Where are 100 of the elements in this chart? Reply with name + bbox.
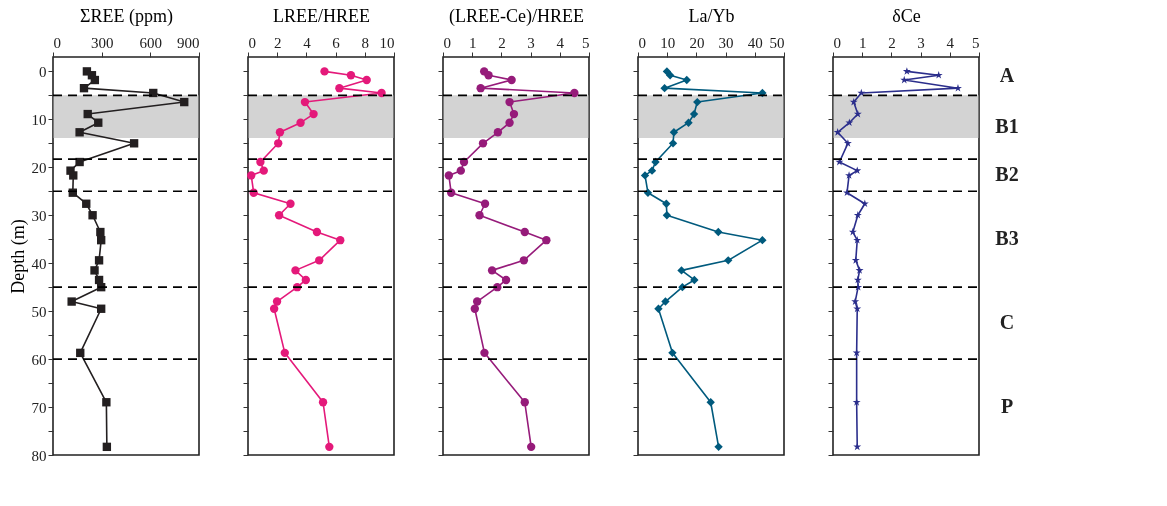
point	[660, 83, 669, 93]
point	[684, 118, 693, 127]
point	[320, 67, 329, 76]
point	[286, 199, 295, 208]
x-tick-label: 5	[582, 34, 590, 51]
text: P	[1000, 395, 1014, 418]
point	[280, 348, 289, 358]
point	[520, 227, 529, 237]
point	[714, 227, 723, 237]
point	[853, 211, 862, 219]
point	[833, 128, 842, 136]
point	[269, 304, 279, 313]
point	[301, 275, 310, 285]
point	[849, 97, 858, 106]
x-tick-label: 20	[689, 34, 705, 51]
point	[509, 109, 519, 119]
point	[444, 171, 454, 180]
point	[346, 71, 356, 80]
x-tick-label: 0	[53, 34, 61, 51]
point	[954, 83, 962, 92]
point	[300, 97, 310, 107]
x-tick-label: 2	[498, 34, 506, 51]
point	[335, 83, 344, 93]
point	[476, 83, 485, 93]
x-tick-label: 0	[833, 34, 841, 51]
point	[661, 297, 670, 306]
point	[853, 235, 862, 244]
point	[274, 139, 283, 148]
point	[640, 171, 650, 180]
point	[647, 166, 657, 175]
x-tick-label: 10	[660, 34, 676, 51]
point	[256, 157, 265, 167]
point	[362, 75, 371, 85]
point	[855, 266, 864, 274]
x-tick-label: 3	[917, 34, 925, 51]
point	[275, 128, 285, 137]
x-tick-label: 0	[638, 34, 646, 51]
x-tick-label: 900	[177, 34, 200, 51]
point	[505, 97, 514, 107]
point	[318, 398, 328, 407]
x-tick-label: 40	[747, 34, 763, 51]
point	[527, 442, 536, 452]
point	[470, 304, 480, 313]
x-tick-label: 600	[139, 34, 163, 51]
y-tick-label: 0	[39, 63, 47, 80]
point	[325, 442, 334, 452]
x-tick-label: 3	[527, 34, 535, 51]
point	[507, 75, 516, 85]
text: B1	[995, 115, 1019, 138]
point	[493, 128, 503, 137]
point	[843, 139, 852, 147]
point	[860, 199, 869, 208]
y-tick-label: 70	[31, 399, 47, 416]
y-tick-label: 10	[31, 111, 47, 128]
point	[505, 118, 514, 127]
point	[480, 199, 490, 208]
point	[682, 75, 691, 85]
point	[845, 118, 854, 127]
point	[480, 348, 489, 358]
x-tick-label: 0	[443, 34, 451, 51]
point	[662, 199, 671, 208]
point	[693, 97, 702, 107]
text: A	[999, 64, 1015, 87]
y-tick-label: 30	[31, 207, 47, 224]
point	[669, 128, 679, 137]
point	[377, 88, 386, 98]
point	[853, 275, 862, 284]
point	[296, 118, 305, 127]
y-tick-label: 50	[31, 303, 47, 320]
point	[851, 256, 860, 264]
x-tick-label: 2	[888, 34, 896, 51]
y-tick-label: 40	[31, 255, 47, 272]
x-tick-label: 4	[303, 34, 312, 51]
point	[668, 139, 678, 148]
x-tick-label: 4	[946, 34, 955, 51]
point	[857, 88, 866, 97]
point	[272, 297, 282, 306]
point	[291, 266, 300, 275]
point	[456, 166, 465, 175]
point	[851, 297, 860, 305]
x-tick-label: 50	[769, 34, 785, 51]
point	[706, 398, 715, 407]
point	[501, 275, 511, 285]
x-tick-label: 1	[468, 34, 477, 51]
point	[758, 235, 767, 245]
point	[902, 67, 911, 75]
point	[853, 109, 862, 118]
text: B2	[995, 163, 1019, 186]
point	[274, 211, 284, 220]
point	[654, 304, 663, 313]
point	[677, 266, 686, 275]
point	[724, 256, 733, 265]
text: B3	[995, 227, 1019, 250]
point	[520, 398, 529, 407]
point	[668, 348, 677, 358]
point	[259, 166, 268, 175]
point	[247, 171, 256, 180]
point	[542, 236, 551, 245]
point	[900, 75, 909, 84]
x-tick-label: 1	[858, 34, 867, 51]
